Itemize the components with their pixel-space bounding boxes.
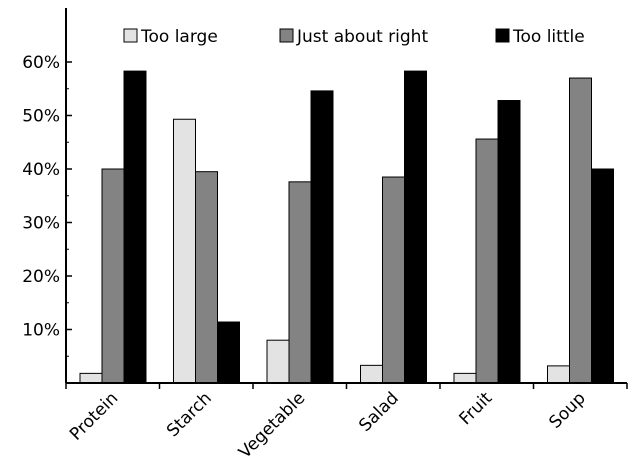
y-tick-label: 30%	[22, 214, 60, 234]
y-axis-ticks: 10% 20% 30% 40% 50% 60%	[22, 53, 72, 357]
bar-vegetable-just-about-right	[288, 181, 312, 384]
y-tick-label: 10%	[22, 321, 60, 341]
legend-label-just-about-right: Just about right	[296, 27, 428, 47]
bars-group	[79, 70, 614, 384]
bar-soup-too-little	[591, 168, 614, 384]
bar-soup-just-about-right	[569, 77, 592, 384]
bar-salad-too-little	[404, 70, 427, 384]
bar-starch-too-little	[217, 321, 240, 384]
bar-starch-just-about-right	[195, 171, 218, 384]
legend-swatch-just-about-right	[279, 28, 294, 43]
bar-salad-too-large	[360, 364, 383, 384]
category-label-vegetable: Vegetable	[235, 388, 309, 462]
bar-vegetable-too-large	[266, 339, 290, 384]
category-label-starch: Starch	[163, 388, 216, 441]
x-axis-category-labels: Protein Starch Vegetable Salad Fruit Soup	[66, 388, 590, 463]
category-label-soup: Soup	[545, 388, 589, 432]
bar-fruit-just-about-right	[475, 138, 499, 384]
bar-fruit-too-little	[497, 100, 521, 384]
category-label-fruit: Fruit	[455, 388, 496, 429]
category-label-protein: Protein	[66, 388, 122, 444]
bar-starch-too-large	[173, 118, 196, 384]
y-tick-label: 20%	[22, 267, 60, 287]
bar-protein-just-about-right	[101, 168, 125, 384]
legend: Too large Just about right Too little	[123, 27, 585, 47]
bar-soup-too-large	[547, 365, 570, 384]
y-tick-label: 40%	[22, 160, 60, 180]
bar-protein-too-large	[79, 372, 103, 384]
legend-label-too-large: Too large	[140, 27, 218, 47]
legend-swatch-too-little	[495, 28, 510, 43]
bar-salad-just-about-right	[382, 176, 405, 384]
axes-group	[65, 8, 628, 389]
legend-swatch-too-large	[123, 28, 138, 43]
category-label-salad: Salad	[355, 388, 402, 435]
y-tick-label: 50%	[22, 107, 60, 127]
y-tick-label: 60%	[22, 53, 60, 73]
bar-vegetable-too-little	[310, 90, 334, 384]
bar-protein-too-little	[123, 70, 147, 384]
legend-label-too-little: Too little	[512, 27, 585, 47]
bar-fruit-too-large	[453, 372, 477, 384]
